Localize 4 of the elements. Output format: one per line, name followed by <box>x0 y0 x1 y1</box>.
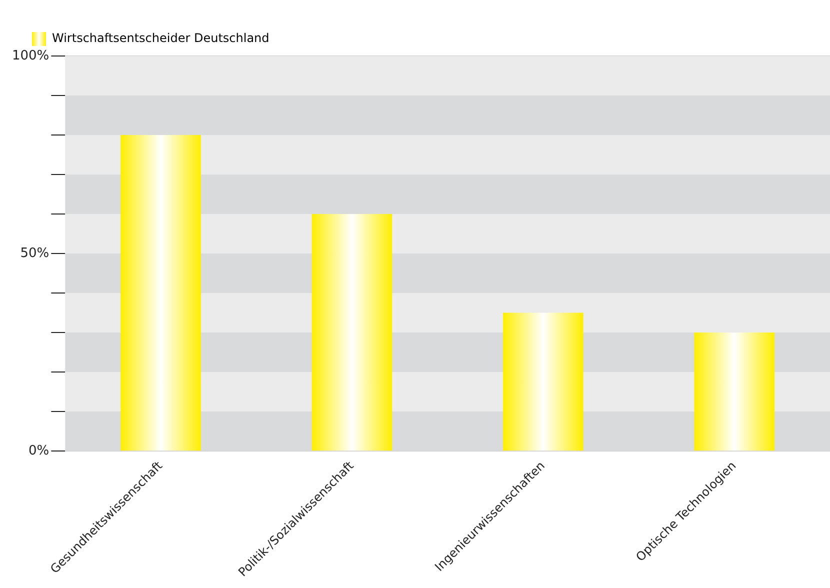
y-tick-label: 50% <box>20 246 50 261</box>
y-tick-label: 0% <box>28 443 50 458</box>
y-tick-label: 100% <box>12 48 50 64</box>
legend-label: Wirtschaftsentscheider Deutschland <box>52 31 270 46</box>
